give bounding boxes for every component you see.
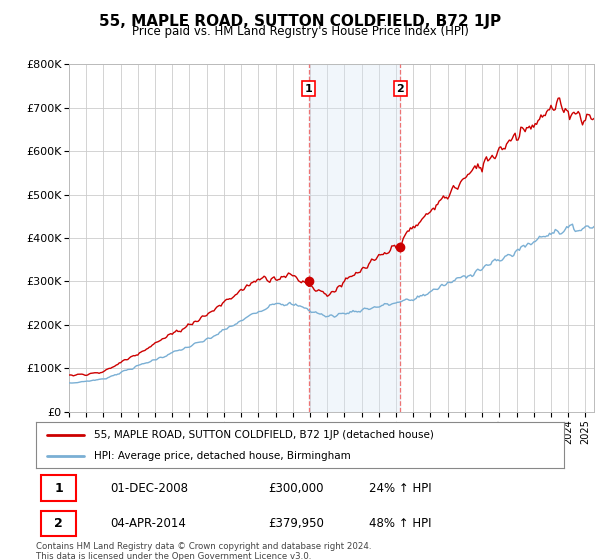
Text: HPI: Average price, detached house, Birmingham: HPI: Average price, detached house, Birm… xyxy=(94,451,351,461)
Text: £300,000: £300,000 xyxy=(268,482,324,494)
Text: 48% ↑ HPI: 48% ↑ HPI xyxy=(368,517,431,530)
Text: £379,950: £379,950 xyxy=(268,517,324,530)
Text: 2: 2 xyxy=(397,83,404,94)
Text: 2: 2 xyxy=(55,517,63,530)
Text: 55, MAPLE ROAD, SUTTON COLDFIELD, B72 1JP: 55, MAPLE ROAD, SUTTON COLDFIELD, B72 1J… xyxy=(99,14,501,29)
Text: Contains HM Land Registry data © Crown copyright and database right 2024.
This d: Contains HM Land Registry data © Crown c… xyxy=(36,542,371,560)
Text: 1: 1 xyxy=(305,83,313,94)
Text: 24% ↑ HPI: 24% ↑ HPI xyxy=(368,482,431,494)
Bar xyxy=(308,64,400,412)
Text: 55, MAPLE ROAD, SUTTON COLDFIELD, B72 1JP (detached house): 55, MAPLE ROAD, SUTTON COLDFIELD, B72 1J… xyxy=(94,430,434,440)
Text: 1: 1 xyxy=(55,482,63,494)
Text: 01-DEC-2008: 01-DEC-2008 xyxy=(110,482,188,494)
Text: Price paid vs. HM Land Registry's House Price Index (HPI): Price paid vs. HM Land Registry's House … xyxy=(131,25,469,38)
FancyBboxPatch shape xyxy=(41,511,76,536)
Text: 04-APR-2014: 04-APR-2014 xyxy=(110,517,186,530)
FancyBboxPatch shape xyxy=(41,475,76,501)
